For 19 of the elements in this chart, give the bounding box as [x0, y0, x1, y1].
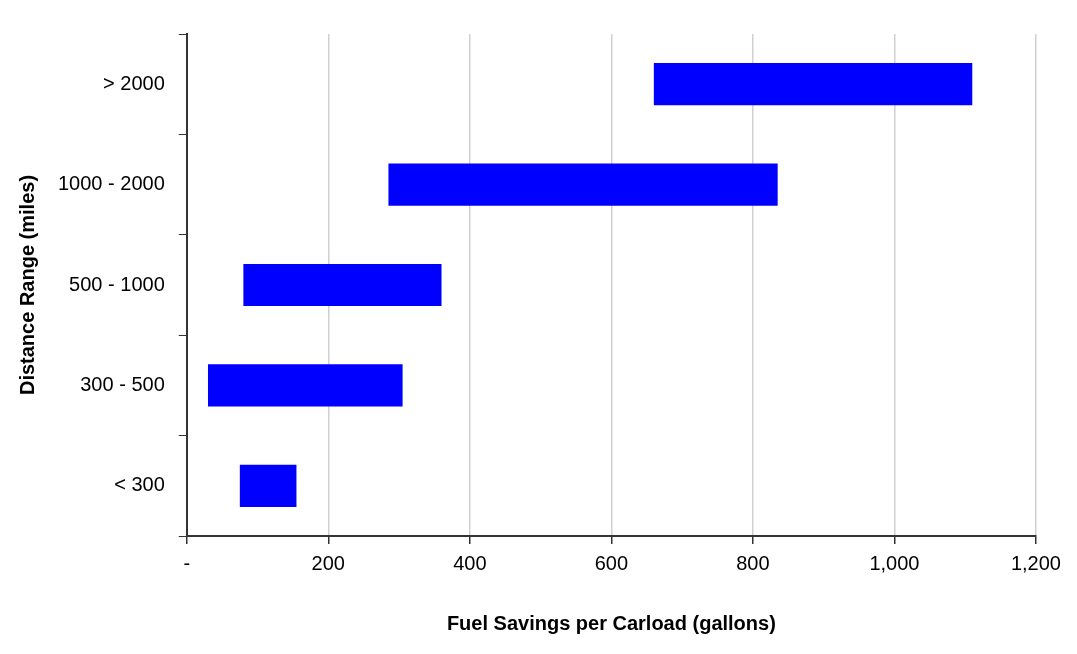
x-tick-label: -	[183, 551, 191, 574]
x-tick-label: 1,200	[1010, 551, 1062, 574]
bar	[388, 163, 778, 206]
bar	[653, 63, 973, 106]
bar	[239, 464, 297, 507]
x-tick-label: 800	[736, 551, 770, 574]
y-axis-title: Distance Range (miles)	[15, 174, 38, 396]
y-tick-label: < 300	[114, 473, 165, 496]
x-tick-label: 600	[594, 551, 629, 574]
x-axis-title: Fuel Savings per Carload (gallons)	[446, 611, 776, 634]
x-tick-label: 400	[453, 551, 487, 574]
x-tick-label: 1,000	[869, 551, 920, 574]
y-tick-label: 500 - 1000	[69, 272, 165, 295]
y-tick-label: 300 - 500	[80, 372, 165, 395]
bar	[243, 263, 442, 307]
y-tick-label: 1000 - 2000	[57, 172, 165, 195]
y-tick-label: > 2000	[103, 71, 165, 94]
x-tick-label: 200	[311, 551, 345, 574]
bar	[207, 364, 403, 407]
